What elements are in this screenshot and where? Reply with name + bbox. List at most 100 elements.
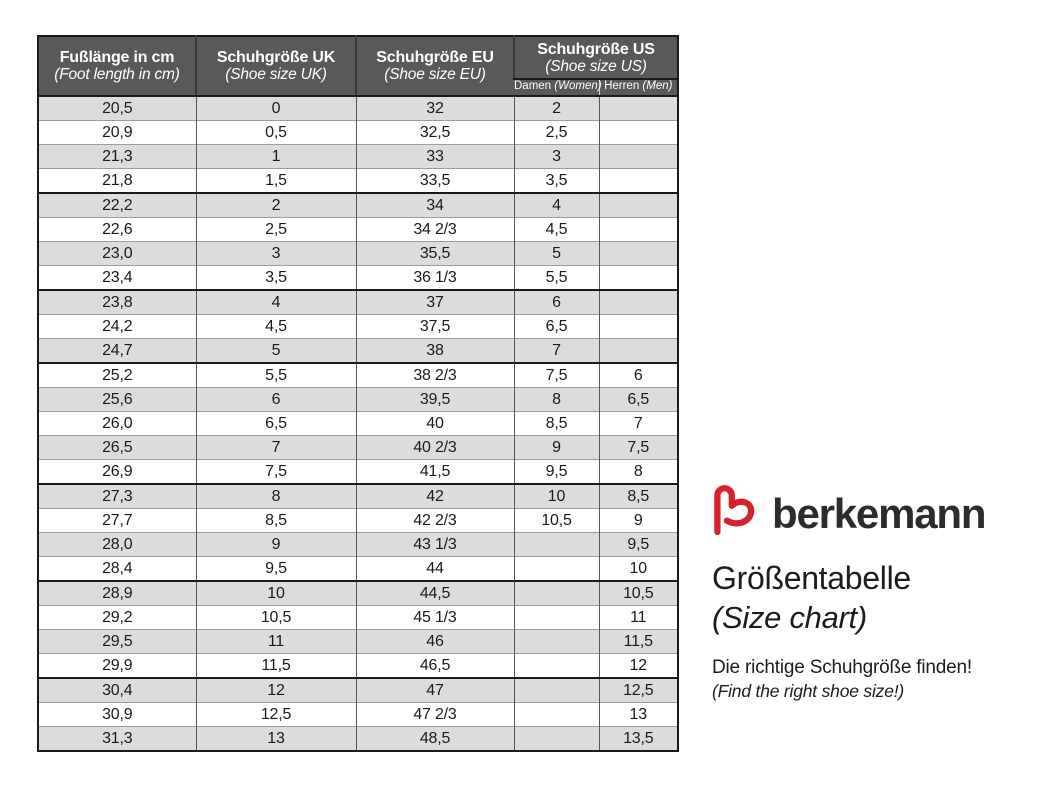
cell	[598, 338, 679, 363]
cell: 6,5	[598, 387, 679, 412]
cell	[598, 265, 679, 290]
table-row: 28,0 9 43 1/3 9,5	[38, 532, 679, 557]
cell: 11	[195, 629, 356, 654]
cell: 23,4	[38, 265, 196, 290]
cell	[598, 241, 679, 266]
cell: 47 2/3	[355, 702, 514, 727]
table-row: 29,5 11 46 11,5	[38, 629, 679, 654]
cell: 46	[355, 629, 514, 654]
cell: 6	[195, 387, 356, 412]
cell: 9	[598, 508, 679, 533]
cell: 44,5	[355, 580, 514, 606]
cell: 10,5	[598, 580, 679, 606]
cell	[513, 556, 599, 581]
cell: 37	[355, 289, 514, 315]
cell: 13,5	[598, 726, 679, 751]
table-row: 26,9 7,5 41,5 9,5 8	[38, 459, 679, 484]
table-row: 22,6 2,5 34 2/3 4,5	[38, 217, 679, 242]
header-us-damen-de: Damen	[514, 80, 552, 92]
table-row: 30,4 12 47 12,5	[38, 677, 679, 703]
cell: 23,0	[38, 241, 196, 266]
cell: 13	[598, 702, 679, 727]
brand-wordmark: berkemann	[772, 490, 986, 537]
header-main-row: Fußlänge in cm (Foot length in cm) Schuh…	[38, 36, 679, 97]
cell	[513, 532, 599, 557]
cell: 8	[598, 459, 679, 484]
cell: 21,3	[38, 144, 196, 169]
cell: 30,4	[38, 677, 196, 703]
header-shoe-size-eu-en: (Shoe size EU)	[384, 66, 486, 83]
cell: 40 2/3	[355, 435, 514, 460]
tagline-de: Die richtige Schuhgröße finden!	[712, 656, 972, 678]
cell: 8	[195, 483, 356, 509]
cell: 48,5	[355, 726, 514, 751]
cell: 23,8	[38, 289, 196, 315]
cell: 32,5	[355, 120, 514, 145]
header-shoe-size-uk-en: (Shoe size UK)	[225, 66, 327, 83]
cell: 29,5	[38, 629, 196, 654]
header-foot-length-en: (Foot length in cm)	[54, 66, 180, 83]
brand-row: berkemann	[712, 481, 1042, 536]
cell: 36 1/3	[355, 265, 514, 290]
cell: 24,2	[38, 314, 196, 339]
header-shoe-size-us-de: Schuhgröße US	[537, 40, 655, 58]
cell: 9,5	[598, 532, 679, 557]
size-table-body: 20,5 0 32 2 20,9 0,5 32,5 2,5 21,3 1 33 3 21,8 1,5 33,…	[38, 95, 679, 751]
cell: 2,5	[195, 217, 356, 242]
table-row: 28,9 10 44,5 10,5	[38, 580, 679, 606]
cell: 9,5	[513, 459, 599, 484]
cell: 5	[195, 338, 356, 363]
cell: 6	[598, 362, 679, 388]
table-row: 25,6 6 39,5 8 6,5	[38, 387, 679, 412]
table-row: 27,3 8 42 10 8,5	[38, 483, 679, 509]
cell: 25,6	[38, 387, 196, 412]
cell: 42	[355, 483, 514, 509]
cell: 0,5	[195, 120, 356, 145]
cell: 11,5	[598, 629, 679, 654]
header-us-damen-en: (Women)	[554, 80, 602, 92]
cell: 20,5	[38, 95, 196, 121]
cell	[598, 314, 679, 339]
cell: 1	[195, 144, 356, 169]
cell: 38 2/3	[355, 362, 514, 388]
cell	[598, 120, 679, 145]
cell: 30,9	[38, 702, 196, 727]
cell: 12,5	[195, 702, 356, 727]
table-row: 25,2 5,5 38 2/3 7,5 6	[38, 362, 679, 388]
cell: 4,5	[513, 217, 599, 242]
cell: 27,7	[38, 508, 196, 533]
cell: 11	[598, 605, 679, 630]
cell: 10	[513, 483, 599, 509]
table-row: 22,2 2 34 4	[38, 192, 679, 218]
cell: 27,3	[38, 483, 196, 509]
table-row: 28,4 9,5 44 10	[38, 556, 679, 581]
cell: 42 2/3	[355, 508, 514, 533]
cell: 0	[195, 95, 356, 121]
cell: 28,9	[38, 580, 196, 606]
cell: 8,5	[195, 508, 356, 533]
header-foot-length-de: Fußlänge in cm	[59, 49, 175, 66]
cell	[598, 289, 679, 315]
cell	[513, 629, 599, 654]
cell: 26,0	[38, 411, 196, 436]
cell: 33	[355, 144, 514, 169]
cell: 29,2	[38, 605, 196, 630]
cell	[513, 726, 599, 751]
cell: 13	[195, 726, 356, 751]
table-row: 20,5 0 32 2	[38, 95, 679, 121]
cell: 39,5	[355, 387, 514, 412]
cell: 28,4	[38, 556, 196, 581]
cell: 4	[513, 192, 599, 218]
header-us-sub-row: Damen (Women) Herren (Men)	[38, 79, 679, 97]
size-chart-title-de: Größentabelle	[712, 560, 911, 596]
cell: 9,5	[195, 556, 356, 581]
cell: 40	[355, 411, 514, 436]
cell	[513, 653, 599, 678]
cell: 12,5	[598, 677, 679, 703]
cell: 5,5	[195, 362, 356, 388]
tagline-en: (Find the right shoe size!)	[712, 681, 905, 702]
cell: 3,5	[513, 168, 599, 193]
cell: 45 1/3	[355, 605, 514, 630]
header-us-herren: Herren (Men)	[598, 79, 679, 97]
cell: 21,8	[38, 168, 196, 193]
